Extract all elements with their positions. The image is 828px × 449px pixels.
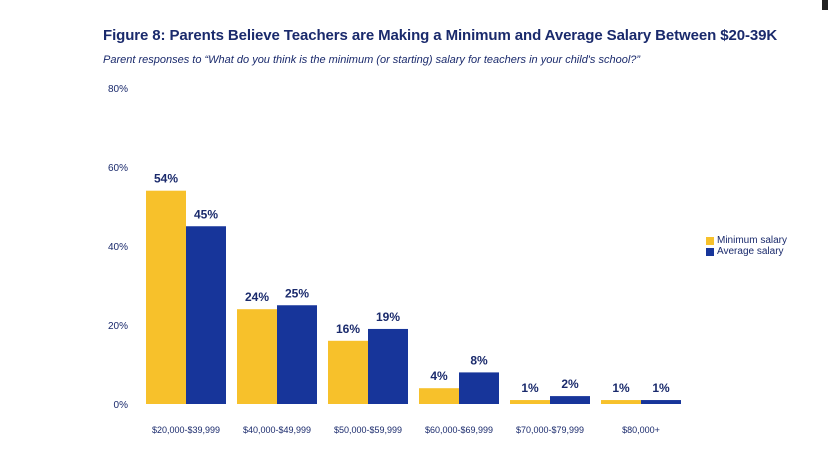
legend-swatch-minimum — [706, 236, 714, 245]
legend-item-average: Average salary — [706, 246, 787, 257]
data-label: 25% — [285, 286, 309, 300]
data-label: 1% — [612, 381, 630, 395]
y-tick-label: 20% — [108, 321, 128, 332]
data-label: 2% — [561, 377, 579, 391]
bar-average — [550, 396, 590, 404]
bar-minimum — [328, 340, 368, 404]
bar-average — [368, 328, 408, 404]
data-label: 54% — [154, 172, 178, 186]
x-category-label: $80,000+ — [622, 425, 660, 435]
y-tick-label: 0% — [114, 400, 129, 411]
x-category-label: $50,000-$59,999 — [334, 425, 402, 435]
x-category-label: $70,000-$79,999 — [516, 425, 584, 435]
legend: Minimum salary Average salary — [706, 235, 787, 257]
data-label: 1% — [521, 381, 539, 395]
bar-average — [277, 305, 317, 404]
data-label: 4% — [430, 369, 448, 383]
legend-swatch-average — [706, 247, 714, 256]
legend-label-minimum: Minimum salary — [717, 235, 788, 246]
data-label: 24% — [245, 290, 269, 304]
data-label: 8% — [470, 353, 488, 367]
bar-average — [186, 226, 226, 404]
data-label: 19% — [376, 310, 400, 324]
bar-minimum — [510, 400, 550, 404]
y-tick-label: 80% — [108, 84, 128, 95]
x-category-label: $20,000-$39,999 — [152, 425, 220, 435]
legend-label-average: Average salary — [717, 246, 784, 257]
bar-minimum — [601, 400, 641, 404]
bar-average — [459, 372, 499, 404]
bar-minimum — [419, 388, 459, 404]
legend-item-minimum: Minimum salary — [706, 235, 787, 246]
x-category-label: $60,000-$69,999 — [425, 425, 493, 435]
y-tick-label: 40% — [108, 242, 128, 253]
chart-title: Figure 8: Parents Believe Teachers are M… — [103, 27, 778, 44]
bar-average — [641, 400, 681, 404]
bar-minimum — [146, 190, 186, 404]
data-label: 45% — [194, 207, 218, 221]
chart-subtitle: Parent responses to “What do you think i… — [103, 54, 641, 66]
y-tick-label: 60% — [108, 163, 128, 174]
data-label: 1% — [652, 381, 670, 395]
data-label: 16% — [336, 322, 360, 336]
corner-mark — [822, 0, 828, 10]
bar-minimum — [237, 309, 277, 404]
x-category-label: $40,000-$49,999 — [243, 425, 311, 435]
